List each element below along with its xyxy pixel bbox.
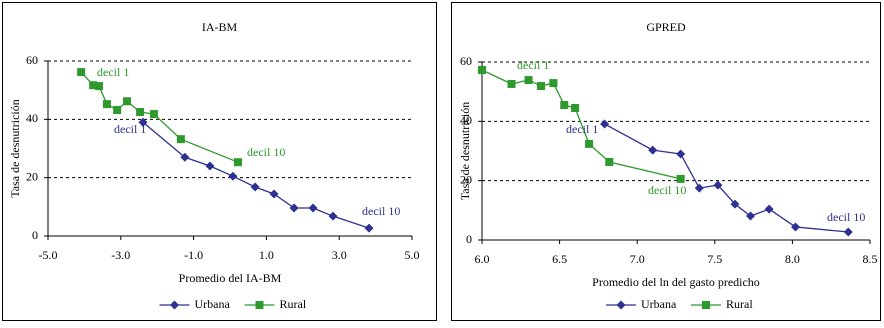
data-point	[536, 82, 545, 91]
data-point	[269, 189, 279, 199]
data-point	[764, 204, 774, 214]
annotation: decil 1	[566, 122, 598, 136]
legend-marker	[255, 301, 264, 309]
x-tick-label: 6.5	[552, 252, 567, 266]
data-point	[560, 101, 569, 110]
data-point	[180, 152, 190, 162]
data-point	[94, 82, 103, 91]
legend-label: Rural	[280, 297, 307, 311]
data-point	[250, 182, 260, 192]
data-point	[176, 135, 185, 144]
data-point	[77, 68, 86, 77]
data-point	[234, 158, 243, 167]
y-tick-label: 0	[466, 232, 472, 246]
x-tick-label: 3.0	[332, 248, 347, 262]
data-point	[648, 145, 658, 155]
y-tick-label: 60	[26, 53, 38, 67]
series-line	[80, 71, 239, 163]
panel-border	[2, 2, 437, 321]
data-point	[605, 157, 614, 166]
data-point	[149, 110, 158, 119]
series-line	[142, 121, 370, 229]
legend-marker	[170, 300, 179, 310]
y-tick-label: 60	[460, 54, 472, 68]
x-tick-label: 1.0	[259, 248, 274, 262]
annotation: decil 10	[247, 145, 285, 159]
data-point	[89, 81, 98, 90]
data-point	[791, 222, 801, 232]
legend-label: Urbana	[641, 297, 677, 311]
x-tick-label: 6.0	[475, 252, 490, 266]
y-tick-label: 40	[26, 111, 38, 125]
data-point	[478, 66, 486, 75]
data-point	[289, 203, 299, 213]
data-point	[713, 180, 723, 190]
panel-border	[451, 2, 881, 321]
x-tick-label: -1.0	[184, 248, 203, 262]
x-tick-label: 7.0	[630, 252, 645, 266]
data-point	[585, 139, 594, 148]
legend-marker	[616, 300, 626, 310]
annotation: decil 10	[648, 183, 686, 197]
y-tick-label: 20	[460, 172, 472, 186]
x-tick-label: 8.5	[863, 252, 878, 266]
data-point	[136, 108, 145, 117]
data-point	[571, 103, 580, 112]
y-tick-label: 40	[460, 113, 472, 127]
data-point	[600, 119, 610, 129]
data-point	[676, 149, 686, 159]
annotation: decil 1	[517, 58, 549, 72]
legend-marker	[702, 301, 710, 309]
series-line	[481, 69, 681, 180]
y-tick-label: 20	[26, 169, 38, 183]
data-point	[113, 106, 122, 114]
data-point	[676, 174, 685, 183]
data-point	[843, 227, 853, 237]
y-tick-label: 0	[32, 228, 38, 242]
data-point	[524, 76, 533, 85]
x-tick-label: 7.5	[707, 252, 722, 266]
y-axis-label: Tasa de desnutrición	[8, 99, 22, 197]
data-point	[507, 79, 516, 88]
x-tick-label: -5.0	[39, 248, 58, 262]
data-point	[138, 117, 148, 127]
legend-label: Rural	[726, 297, 753, 311]
x-axis-label: Promedio del IA-BM	[179, 271, 282, 285]
annotation: decil 10	[362, 204, 400, 218]
data-point	[364, 223, 374, 233]
data-point	[694, 183, 704, 193]
annotation: decil 10	[827, 210, 865, 224]
data-point	[205, 161, 215, 171]
data-point	[745, 211, 755, 221]
chart-title: IA-BM	[202, 20, 238, 34]
legend-label: Urbana	[195, 297, 231, 311]
chart-title: GPRED	[646, 20, 686, 34]
y-axis-label: Tasa de desnutrición	[458, 102, 472, 200]
annotation: decil 1	[97, 65, 129, 79]
x-tick-label: 5.0	[405, 248, 420, 262]
series-line	[604, 123, 849, 233]
x-tick-label: -3.0	[111, 248, 130, 262]
x-tick-label: 8.0	[785, 252, 800, 266]
x-axis-label: Promedio del ln del gasto predicho	[592, 275, 760, 289]
data-point	[328, 211, 338, 221]
data-point	[228, 171, 238, 181]
data-point	[730, 199, 740, 209]
data-point	[102, 100, 111, 109]
data-point	[308, 203, 318, 213]
data-point	[549, 79, 558, 88]
annotation: decil 1	[114, 122, 146, 136]
data-point	[122, 97, 131, 106]
